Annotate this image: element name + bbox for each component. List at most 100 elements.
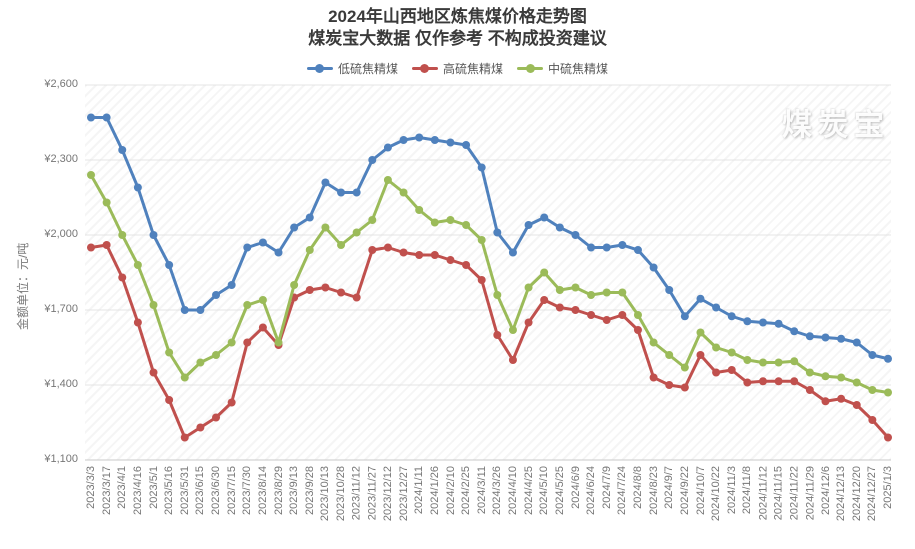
data-point: [884, 354, 892, 363]
data-point: [180, 306, 189, 314]
y-axis-tick-label: ¥1,700: [44, 303, 78, 315]
x-axis-tick-label: 2024/11/8: [741, 466, 754, 515]
data-point: [102, 198, 111, 207]
data-point: [321, 178, 330, 187]
data-point: [118, 146, 127, 154]
data-point: [508, 248, 517, 257]
x-axis-tick-label: 2023/5/16: [163, 466, 176, 515]
series-high-sulfur: [87, 241, 892, 442]
data-point: [493, 291, 502, 299]
data-point: [87, 113, 95, 122]
x-axis-tick-label: 2024/9/7: [663, 466, 676, 509]
x-axis-tick-label: 2024/2/10: [444, 466, 457, 515]
data-point: [430, 251, 439, 259]
data-point: [383, 243, 392, 252]
data-point: [540, 296, 549, 304]
data-point: [196, 358, 205, 367]
legend-item-low-sulfur[interactable]: 低硫焦精煤: [306, 60, 398, 77]
x-axis-tick-label: 2023/9/13: [288, 466, 301, 515]
data-point: [243, 338, 252, 347]
y-axis-unit-label: 金额单位：元/吨: [16, 242, 30, 330]
data-point: [727, 366, 736, 374]
data-point: [87, 243, 95, 252]
legend-item-high-sulfur[interactable]: 高硫焦精煤: [411, 60, 503, 77]
data-point: [102, 113, 111, 122]
data-point: [305, 213, 314, 222]
data-point: [477, 236, 486, 244]
data-point: [508, 326, 517, 334]
series-mid-sulfur: [87, 171, 892, 397]
data-point: [399, 248, 408, 257]
data-point: [680, 312, 689, 321]
data-point: [540, 268, 549, 277]
data-point: [696, 351, 705, 359]
data-point: [352, 293, 361, 302]
data-point: [337, 241, 346, 249]
x-axis-tick-label: 2024/6/24: [585, 466, 598, 515]
line-dot-marker-icon: [517, 64, 543, 73]
watermark: 煤炭宝: [782, 109, 890, 142]
data-point: [368, 216, 377, 224]
data-point: [727, 312, 736, 321]
x-axis-tick-label: 2023/12/27: [397, 466, 410, 522]
data-point: [837, 334, 846, 343]
data-point: [665, 286, 674, 294]
x-axis-tick-label: 2024/5/10: [538, 466, 551, 515]
data-point: [212, 351, 221, 359]
data-point: [805, 386, 814, 394]
data-point: [649, 263, 658, 272]
data-point: [383, 143, 392, 152]
x-axis-tick-label: 2024/8/23: [647, 466, 660, 515]
x-axis-tick-label: 2023/10/28: [335, 466, 348, 522]
data-point: [618, 241, 627, 249]
data-point: [290, 281, 299, 289]
data-point: [743, 317, 752, 326]
data-point: [868, 386, 877, 394]
data-point: [290, 223, 299, 232]
legend-item-mid-sulfur[interactable]: 中硫焦精煤: [517, 60, 608, 77]
x-axis-tick-label: 2023/3/17: [100, 466, 113, 515]
x-axis-tick-label: 2024/12/20: [850, 466, 863, 522]
data-point: [212, 291, 221, 299]
data-point: [587, 311, 596, 319]
data-point: [758, 318, 767, 327]
data-point: [712, 303, 721, 312]
data-point: [743, 356, 752, 364]
x-axis-tick-label: 2023/11/27: [366, 466, 379, 521]
data-point: [821, 397, 830, 406]
data-point: [321, 283, 330, 292]
data-point: [118, 231, 127, 239]
x-axis-tick-label: 2024/11/29: [803, 466, 816, 521]
data-point: [618, 288, 627, 297]
x-axis-tick-label: 2023/6/30: [210, 466, 223, 515]
data-point: [884, 388, 892, 397]
data-point: [524, 318, 533, 327]
data-point: [696, 328, 705, 337]
data-point: [727, 348, 736, 357]
legend-label: 中硫焦精煤: [548, 62, 609, 76]
x-axis-tick-label: 2023/10/13: [319, 466, 332, 522]
data-point: [462, 261, 471, 269]
data-point: [649, 373, 658, 382]
data-point: [524, 283, 533, 292]
data-point: [868, 416, 877, 424]
data-point: [446, 138, 455, 147]
x-axis-tick-label: 2023/7/30: [241, 466, 254, 515]
data-point: [243, 243, 252, 252]
data-point: [555, 223, 564, 232]
data-point: [227, 281, 236, 289]
data-point: [524, 221, 533, 229]
line-dot-marker-icon: [411, 64, 438, 73]
chart-svg: [85, 84, 892, 461]
y-axis-tick-label: ¥1,100: [44, 453, 78, 465]
x-axis-tick-label: 2024/8/8: [631, 466, 644, 509]
data-point: [196, 306, 205, 314]
x-axis-tick-label: 2024/11/15: [772, 466, 785, 521]
data-point: [133, 318, 142, 327]
data-point: [415, 251, 424, 259]
data-point: [477, 163, 486, 172]
data-point: [884, 433, 892, 442]
data-point: [149, 368, 158, 377]
data-point: [665, 351, 674, 359]
data-point: [602, 316, 611, 324]
